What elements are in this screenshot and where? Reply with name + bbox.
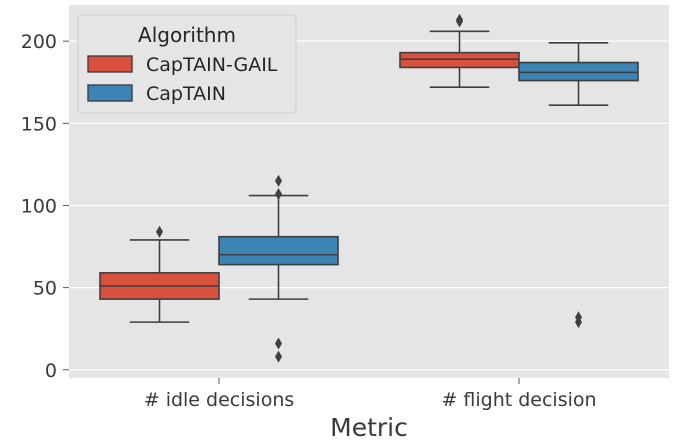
y-tick-label: 0	[45, 360, 57, 382]
box-body	[399, 51, 520, 69]
box-1-1	[518, 41, 639, 329]
box-body	[518, 61, 639, 82]
legend: Algorithm CapTAIN-GAIL CapTAIN	[77, 14, 297, 114]
legend-swatch	[87, 55, 133, 73]
outlier-marker	[575, 316, 582, 329]
x-axis-ticks: # idle decisions # flight decision	[144, 378, 597, 411]
box-0-1	[399, 13, 520, 88]
box-0-0	[99, 225, 220, 323]
box-1-0	[218, 174, 339, 363]
outlier-marker	[456, 13, 463, 26]
outlier-marker	[275, 187, 282, 200]
legend-label: CapTAIN	[146, 83, 226, 105]
outlier-marker	[275, 350, 282, 363]
y-tick-label: 150	[21, 113, 57, 135]
legend-label: CapTAIN-GAIL	[146, 54, 278, 76]
x-axis-label: Metric	[330, 413, 408, 442]
y-tick-label: 50	[33, 278, 57, 300]
legend-items: CapTAIN-GAIL CapTAIN	[87, 54, 278, 105]
boxes	[99, 13, 639, 363]
legend-title: Algorithm	[138, 23, 236, 47]
outlier-marker	[156, 225, 163, 238]
legend-swatch	[87, 84, 133, 102]
y-tick-label: 200	[21, 31, 57, 53]
y-tick-label: 100	[21, 195, 57, 217]
outlier-marker	[275, 337, 282, 350]
y-axis-ticks: 0 50 100 150 200	[21, 31, 69, 382]
x-tick-label: # flight decision	[441, 389, 596, 411]
x-tick-label: # idle decisions	[144, 389, 295, 411]
outlier-marker	[275, 174, 282, 187]
box-body	[218, 235, 339, 266]
